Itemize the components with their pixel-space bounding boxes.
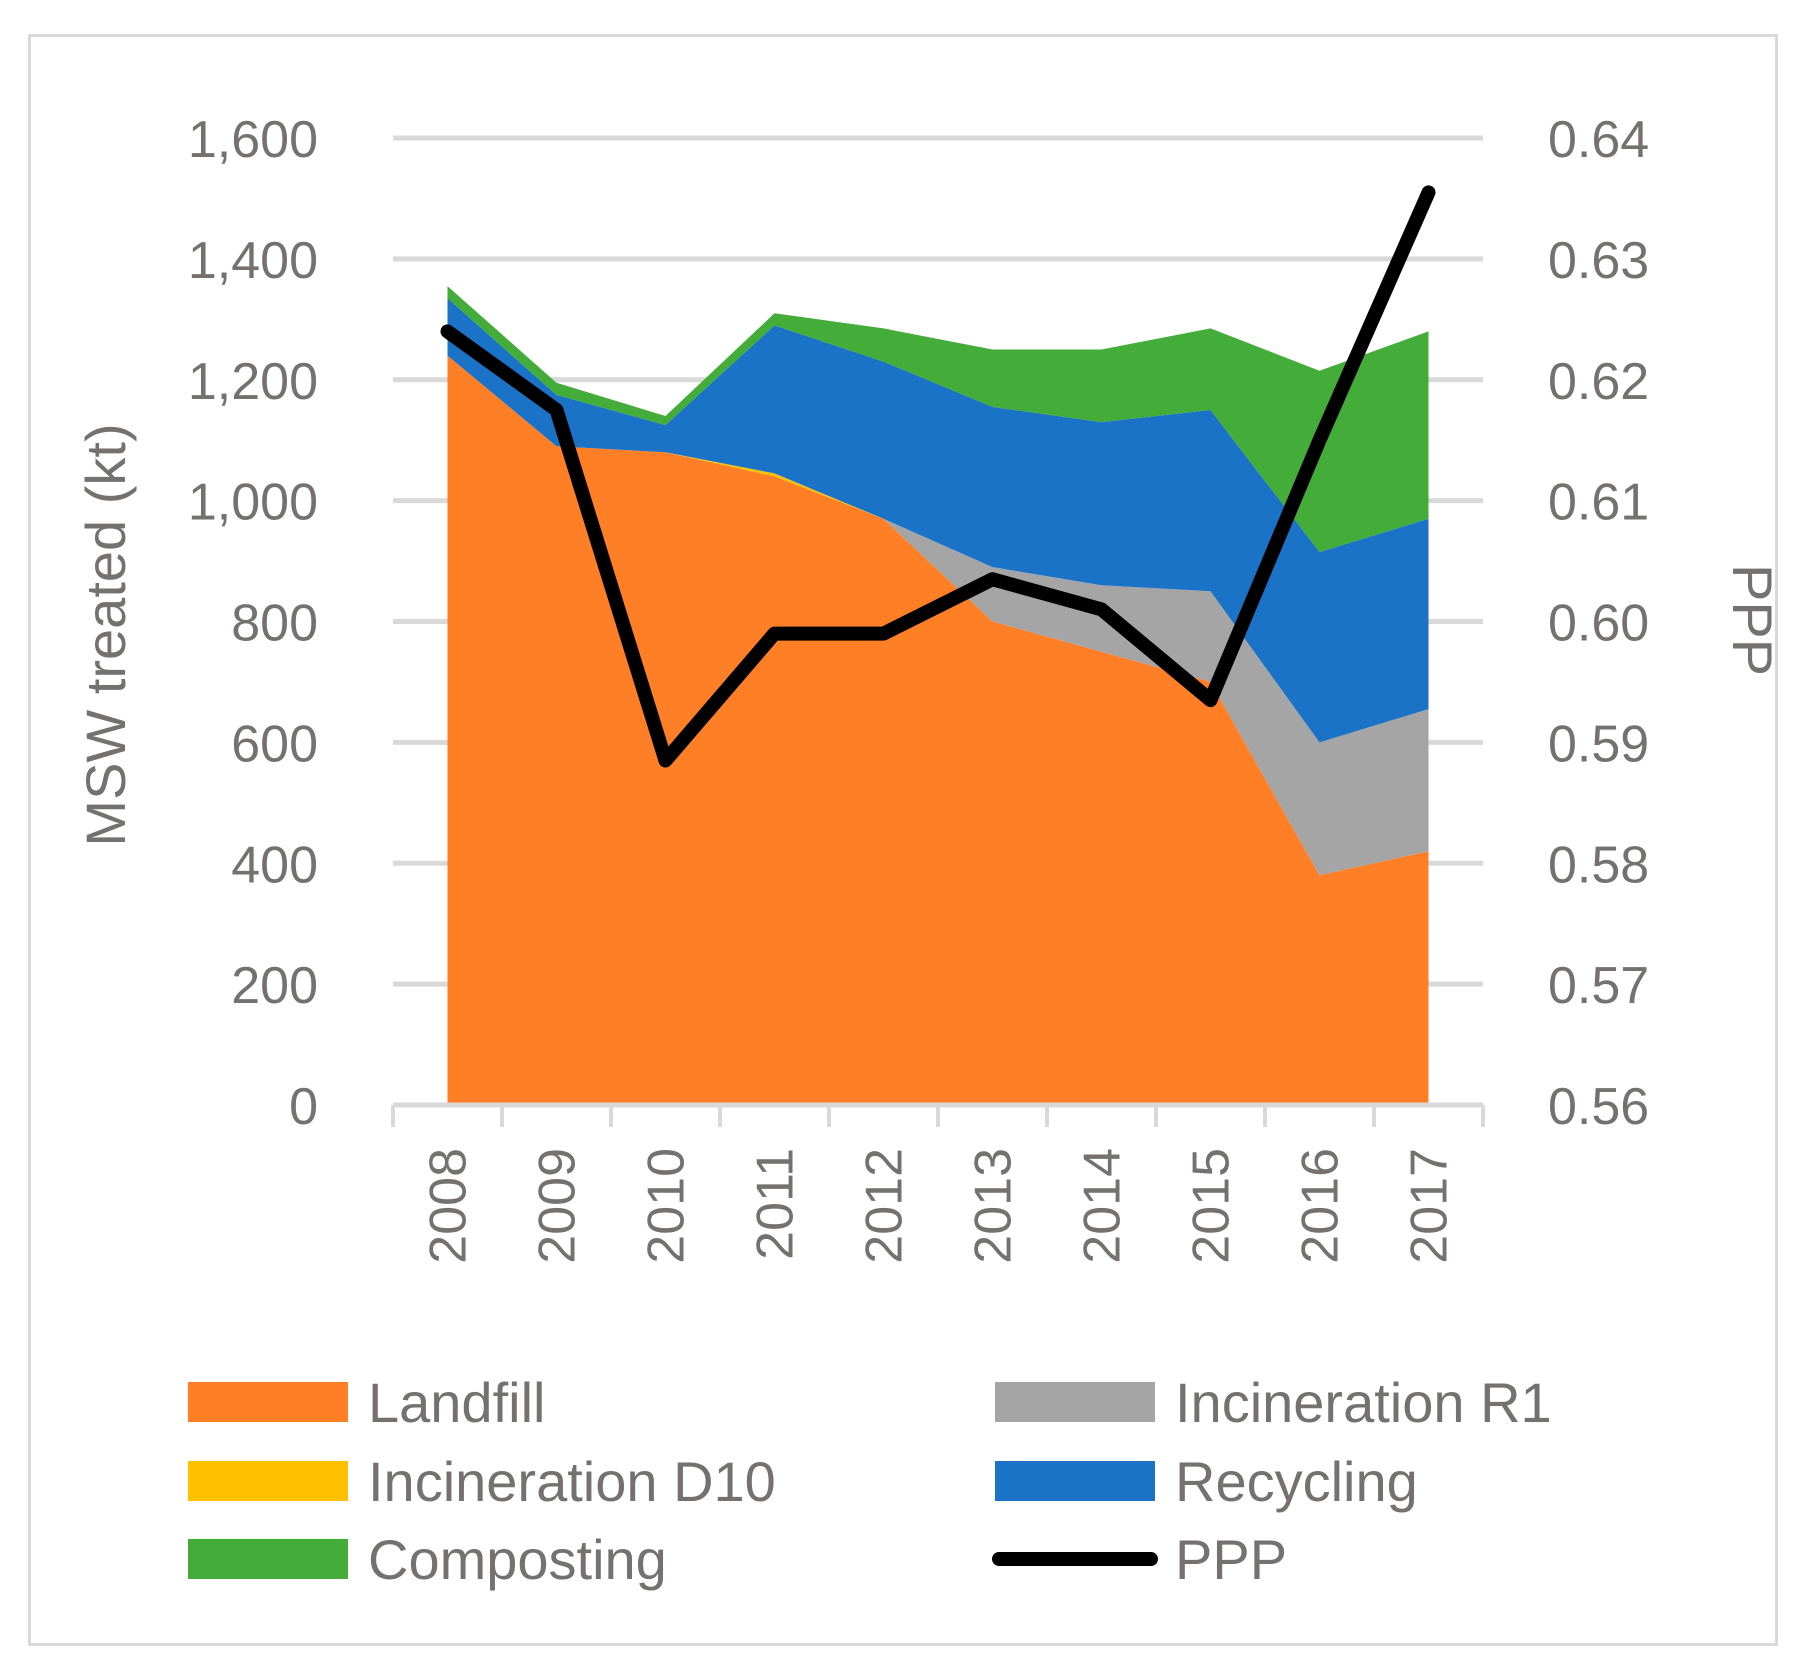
stacked-areas bbox=[447, 286, 1429, 1106]
y2-tick-label: 0.60 bbox=[1548, 595, 1649, 653]
x-tick-label: 2012 bbox=[856, 1148, 914, 1264]
y2-tick-label: 0.62 bbox=[1548, 353, 1649, 411]
x-tick-label: 2010 bbox=[638, 1148, 696, 1264]
y-tick-label: 800 bbox=[231, 595, 318, 653]
legend-swatch-landfill bbox=[188, 1382, 348, 1422]
x-axis bbox=[391, 1102, 1485, 1127]
y-axis-title: MSW treated (kt) bbox=[74, 423, 137, 846]
legend-label-incineration-d10: Incineration D10 bbox=[368, 1450, 776, 1513]
area-incineration-r1 bbox=[447, 355, 1429, 876]
legend-swatch-recycling bbox=[995, 1461, 1155, 1501]
legend: Landfill Incineration R1 Incineration D10 R… bbox=[188, 1371, 1552, 1591]
ppp-line bbox=[440, 185, 1436, 768]
x-tick-label: 2015 bbox=[1183, 1148, 1241, 1264]
y-axis-ticks: 0 200 400 600 800 1,000 1,200 1,400 1,600 bbox=[188, 111, 318, 1136]
x-tick-label: 2008 bbox=[420, 1148, 478, 1264]
legend-swatch-composting bbox=[188, 1539, 348, 1579]
y-tick-label: 1,000 bbox=[188, 474, 318, 532]
y2-tick-label: 0.63 bbox=[1548, 232, 1649, 290]
y-tick-label: 200 bbox=[231, 957, 318, 1015]
y-tick-label: 1,600 bbox=[188, 111, 318, 169]
y2-axis-title: PPP bbox=[1721, 564, 1784, 676]
legend-swatch-incineration-r1 bbox=[995, 1382, 1155, 1422]
y2-tick-label: 0.64 bbox=[1548, 111, 1649, 169]
legend-swatch-incineration-d10 bbox=[188, 1461, 348, 1501]
y2-tick-label: 0.59 bbox=[1548, 715, 1649, 773]
y-tick-label: 0 bbox=[289, 1078, 318, 1136]
x-tick-label: 2009 bbox=[529, 1148, 587, 1264]
x-tick-label: 2016 bbox=[1292, 1148, 1350, 1264]
x-tick-label: 2017 bbox=[1401, 1148, 1459, 1264]
ppp-line-layer bbox=[440, 185, 1436, 768]
area-recycling bbox=[447, 298, 1429, 743]
y2-tick-label: 0.57 bbox=[1548, 957, 1649, 1015]
y2-tick-label: 0.58 bbox=[1548, 836, 1649, 894]
y-tick-label: 1,200 bbox=[188, 353, 318, 411]
legend-label-landfill: Landfill bbox=[368, 1371, 545, 1434]
y2-axis-ticks: 0.56 0.57 0.58 0.59 0.60 0.61 0.62 0.63 0.64 bbox=[1548, 111, 1649, 1136]
x-tick-label: 2011 bbox=[747, 1148, 805, 1260]
y-tick-label: 400 bbox=[231, 836, 318, 894]
legend-label-recycling: Recycling bbox=[1175, 1450, 1418, 1513]
x-axis-ticks: 2008 2009 2010 2011 2012 2013 2014 2015 2016 2017 bbox=[420, 1148, 1459, 1264]
y-tick-label: 600 bbox=[231, 715, 318, 773]
area-composting bbox=[447, 286, 1429, 552]
area-landfill bbox=[447, 355, 1429, 1106]
y2-tick-label: 0.61 bbox=[1548, 474, 1649, 532]
x-tick-label: 2014 bbox=[1074, 1148, 1132, 1264]
legend-label-incineration-r1: Incineration R1 bbox=[1175, 1371, 1552, 1434]
legend-label-composting: Composting bbox=[368, 1528, 667, 1591]
y-tick-label: 1,400 bbox=[188, 232, 318, 290]
x-tick-label: 2013 bbox=[965, 1148, 1023, 1264]
y2-tick-label: 0.56 bbox=[1548, 1078, 1649, 1136]
legend-label-ppp: PPP bbox=[1175, 1528, 1287, 1591]
